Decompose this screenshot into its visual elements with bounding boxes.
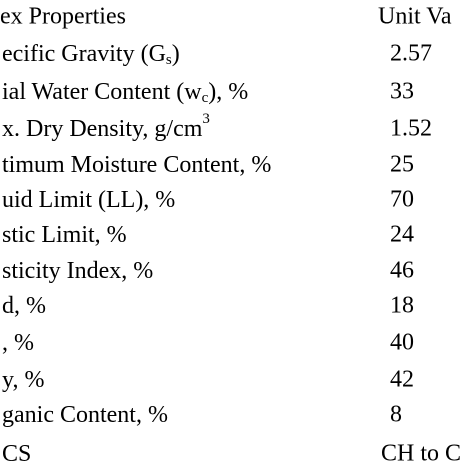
value: 42 [390, 367, 414, 393]
property-text: y, % [2, 367, 44, 393]
value: 24 [390, 222, 414, 248]
property: timum Moisture Content, % [2, 152, 271, 178]
property-text: ganic Content, % [2, 402, 168, 428]
property: CS [2, 441, 31, 467]
property: stic Limit, % [2, 222, 127, 248]
header-value: Unit Va [378, 4, 452, 30]
value: 46 [390, 258, 414, 284]
property: d, % [2, 293, 46, 319]
property-text: d, % [2, 293, 46, 319]
value: 33 [390, 79, 414, 105]
property-text: x. Dry Density, g/cm [2, 116, 203, 142]
subscript: c [202, 90, 209, 106]
property-text: , % [2, 330, 34, 356]
property: y, % [2, 367, 44, 393]
property-text: ecific Gravity (G [2, 41, 166, 67]
value: 8 [390, 402, 402, 428]
property: x. Dry Density, g/cm3 [2, 111, 210, 141]
property-text: ial Water Content (w [2, 79, 202, 105]
value: 1.52 [390, 116, 432, 142]
property-text: CS [2, 441, 31, 467]
value: 2.57 [390, 41, 432, 67]
header-property: ex Properties [0, 4, 126, 30]
property-text: ) [172, 41, 180, 67]
property: uid Limit (LL), % [2, 187, 175, 213]
property-text: sticity Index, % [2, 258, 153, 284]
subscript: s [166, 52, 172, 68]
value: 40 [390, 330, 414, 356]
property-text: timum Moisture Content, % [2, 152, 271, 178]
property-text: uid Limit (LL), % [2, 187, 175, 213]
property-text: stic Limit, % [2, 222, 127, 248]
property: ganic Content, % [2, 402, 168, 428]
value: 70 [390, 187, 414, 213]
property: ial Water Content (wc), % [2, 79, 248, 107]
property: ecific Gravity (Gs) [2, 41, 180, 69]
value: 18 [390, 293, 414, 319]
value: CH to C [381, 441, 461, 467]
superscript: 3 [202, 111, 210, 127]
property-text: ), % [208, 79, 248, 105]
property: , % [2, 330, 34, 356]
value: 25 [390, 152, 414, 178]
property: sticity Index, % [2, 258, 153, 284]
